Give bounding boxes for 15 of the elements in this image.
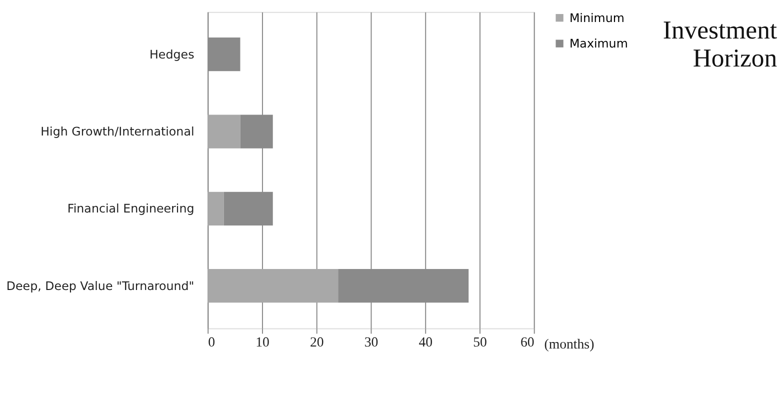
y-tick-label: High Growth/International <box>40 124 194 138</box>
x-tick-label: 60 <box>520 334 534 350</box>
x-tick-label: 50 <box>473 334 487 350</box>
x-axis-title: (months) <box>544 336 594 352</box>
text: Investment Horizon <box>662 16 778 72</box>
legend-label: Maximum <box>569 36 628 51</box>
y-tick-label: Financial Engineering <box>67 202 194 216</box>
legend-label: Minimum <box>569 10 624 25</box>
x-tick-label: 10 <box>256 334 270 350</box>
x-tick-label: 30 <box>364 334 378 350</box>
x-tick-label: 20 <box>310 334 324 350</box>
y-tick-label: Hedges <box>150 47 194 62</box>
x-tick-label: 0 <box>208 334 216 350</box>
y-tick-label: Deep, Deep Value "Turnaround" <box>6 278 194 293</box>
x-tick-label: 40 <box>418 334 433 350</box>
